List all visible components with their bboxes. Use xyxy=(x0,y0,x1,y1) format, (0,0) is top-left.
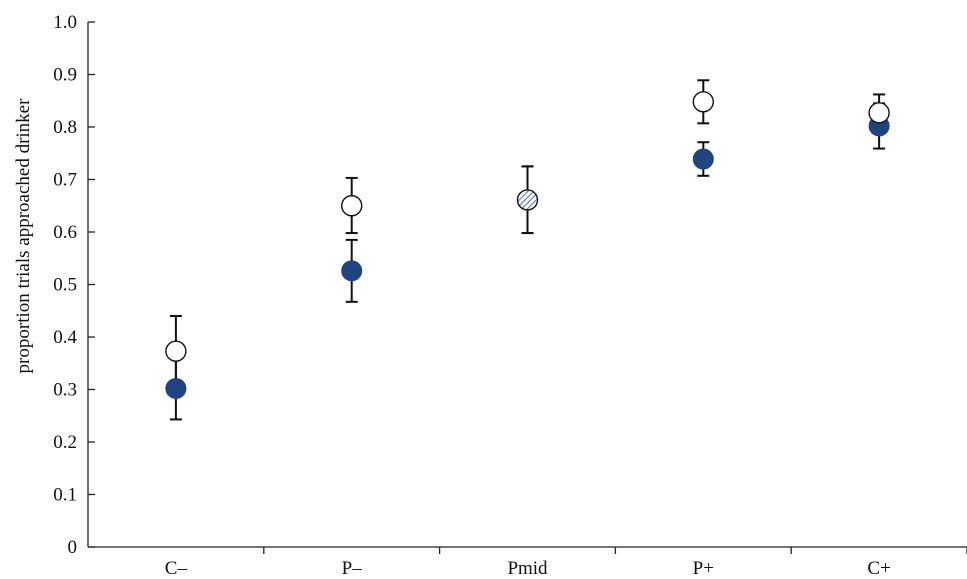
data-point-filled xyxy=(341,260,363,282)
axes: 0 0.1 0.2 0.3 0.4 0.5 0.6 0.7 0.8 0.9 1.0 C– P– Pmid P… xyxy=(53,12,967,579)
y-tick-label: 0.5 xyxy=(53,275,77,296)
x-tick-label: P+ xyxy=(693,558,714,579)
y-tick-label: 1.0 xyxy=(53,12,77,33)
data-point-pmid xyxy=(516,189,539,211)
data-point-open xyxy=(692,91,714,113)
y-tick-label: 0.2 xyxy=(53,432,77,453)
y-tick-label: 0.1 xyxy=(53,485,77,506)
y-axis-title: proportion trials approached drinker xyxy=(13,98,34,374)
data-point-open xyxy=(868,102,890,124)
data-point-open xyxy=(165,340,187,362)
data-point-filled xyxy=(692,148,714,170)
y-tick-label: 0 xyxy=(68,537,78,558)
chart-marks xyxy=(165,79,890,421)
x-tick-label: Pmid xyxy=(507,558,548,579)
y-tick-label: 0.7 xyxy=(53,170,77,191)
y-tick-label: 0.4 xyxy=(53,327,77,348)
data-point-open xyxy=(341,195,363,217)
x-tick-label: C+ xyxy=(867,558,890,579)
y-tick-label: 0.6 xyxy=(53,222,77,243)
y-tick-label: 0.3 xyxy=(53,380,77,401)
x-tick-label: P– xyxy=(342,558,363,579)
y-tick-label: 0.9 xyxy=(53,65,77,86)
y-tick-label: 0.8 xyxy=(53,117,77,138)
x-tick-label: C– xyxy=(165,558,188,579)
data-point-filled xyxy=(165,377,187,399)
